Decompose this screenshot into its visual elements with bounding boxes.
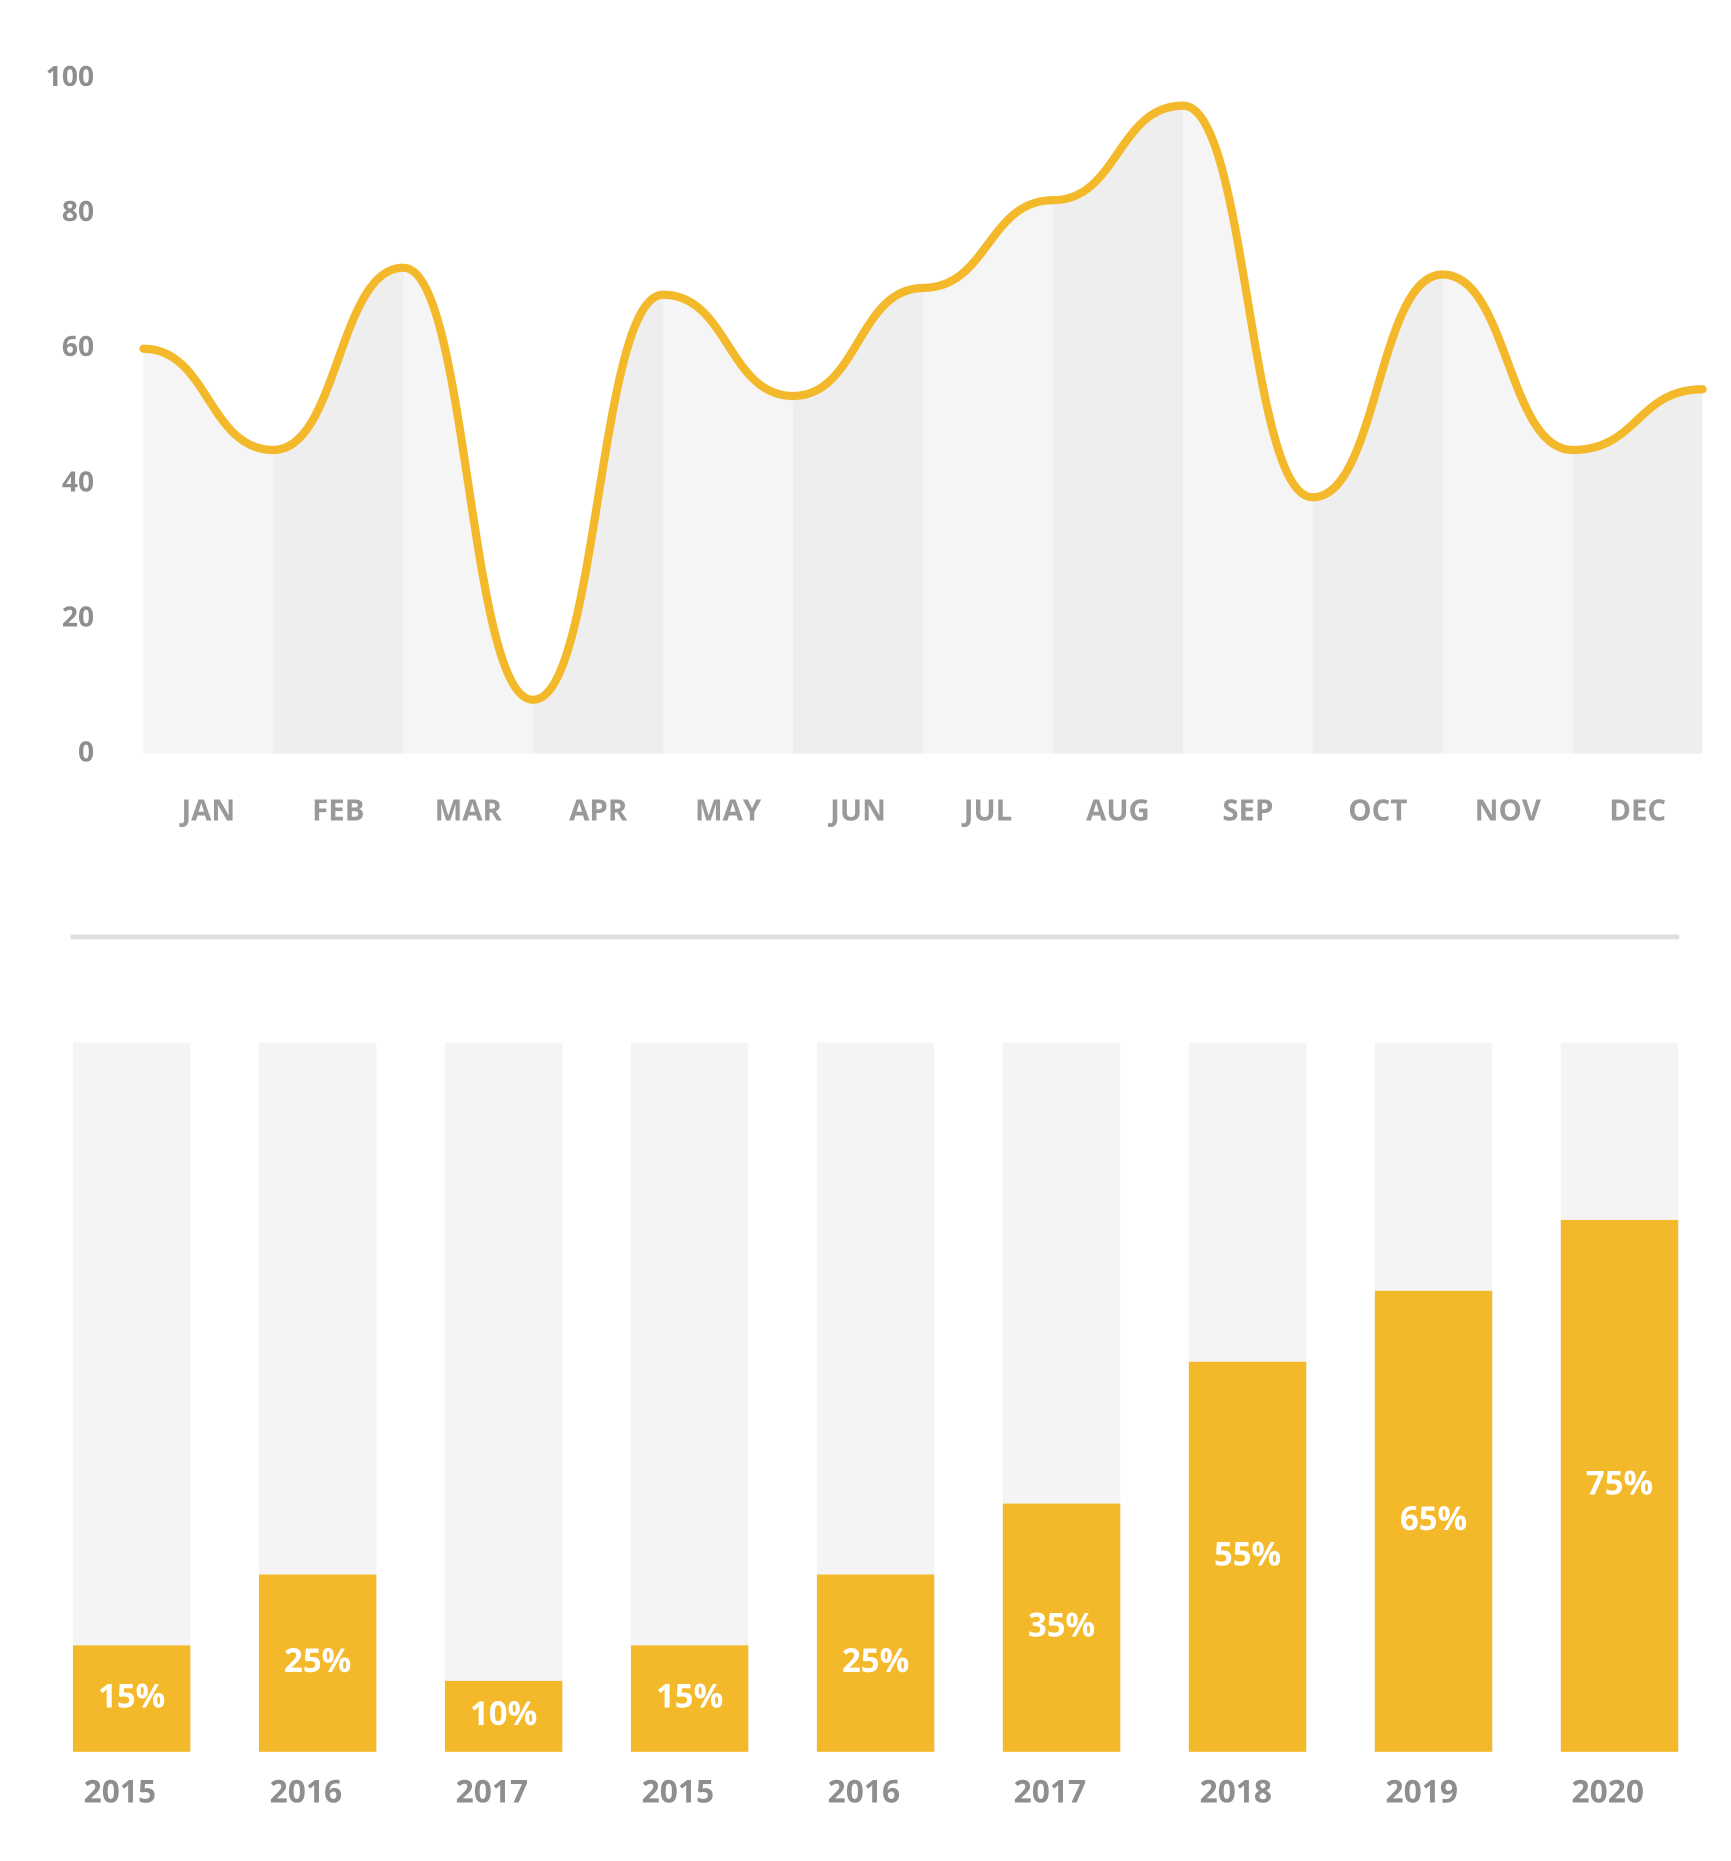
bar-track <box>444 1042 563 1752</box>
x-tick-label: MAY <box>695 789 762 829</box>
bar-value-label: 15% <box>656 1672 723 1717</box>
band <box>273 105 404 754</box>
bar-value-label: 65% <box>1400 1495 1467 1540</box>
x-tick-label: MAR <box>435 789 503 829</box>
area-bands <box>143 105 1703 754</box>
y-tick-label: 0 <box>78 732 94 770</box>
y-tick-label: 60 <box>62 327 94 365</box>
bar-value-label: 35% <box>1028 1601 1095 1646</box>
bar <box>1374 1290 1493 1752</box>
bar-value-label: 10% <box>470 1690 537 1735</box>
bar <box>816 1574 935 1752</box>
band <box>1572 105 1703 754</box>
x-tick-label: 2018 <box>1200 1770 1272 1813</box>
y-tick-label: 20 <box>62 597 94 635</box>
bar <box>630 1645 749 1752</box>
band <box>923 105 1054 754</box>
bar <box>72 1645 191 1752</box>
x-tick-label: 2020 <box>1572 1770 1644 1813</box>
x-tick-label: SEP <box>1222 789 1273 829</box>
bar-value-label: 55% <box>1214 1531 1281 1576</box>
x-tick-label: 2017 <box>1014 1770 1086 1813</box>
bar <box>258 1574 377 1752</box>
band <box>1442 105 1574 754</box>
x-tick-label: 2019 <box>1386 1770 1458 1813</box>
bar <box>1560 1219 1679 1752</box>
x-tick-label: DEC <box>1609 789 1666 829</box>
band <box>793 105 924 754</box>
bar-value-label: 15% <box>98 1672 165 1717</box>
x-tick-label: 2015 <box>642 1770 714 1813</box>
x-tick-label: OCT <box>1348 789 1407 829</box>
x-tick-label: FEB <box>312 789 364 829</box>
bar <box>444 1680 563 1752</box>
line <box>139 101 1707 704</box>
band <box>663 105 794 754</box>
bar-value-label: 25% <box>284 1637 351 1682</box>
x-tick-label: JUN <box>827 789 886 829</box>
x-tick-label: 2016 <box>828 1770 900 1813</box>
x-tick-label: JAN <box>178 789 235 829</box>
band <box>403 105 534 754</box>
x-tick-label: JUL <box>961 789 1012 829</box>
bar <box>1002 1503 1121 1752</box>
bar-track <box>630 1042 749 1752</box>
x-tick-label: APR <box>569 789 628 829</box>
band <box>1052 105 1184 754</box>
y-tick-label: 80 <box>62 192 94 230</box>
x-tick-label: 2015 <box>84 1770 156 1813</box>
y-tick-label: 100 <box>46 57 94 95</box>
x-tick-label: NOV <box>1475 789 1542 829</box>
x-tick-label: 2017 <box>456 1770 528 1813</box>
x-tick-label: AUG <box>1086 789 1150 829</box>
y-tick-label: 40 <box>62 462 94 500</box>
band <box>533 105 664 754</box>
band <box>143 105 274 754</box>
x-tick-label: 2016 <box>270 1770 342 1813</box>
bar <box>1188 1361 1307 1752</box>
bar-track <box>72 1042 191 1752</box>
bar-value-label: 25% <box>842 1637 909 1682</box>
bar-value-label: 75% <box>1586 1460 1653 1505</box>
